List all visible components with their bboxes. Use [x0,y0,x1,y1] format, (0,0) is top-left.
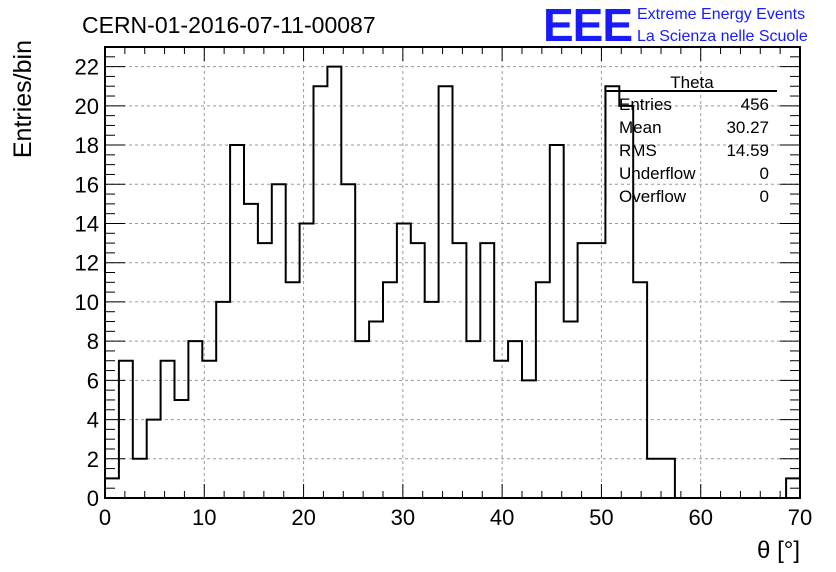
chart-title: CERN-01-2016-07-11-00087 [82,12,376,38]
logo-text-line-1: Extreme Energy Events [637,6,806,23]
x-tick-label: 50 [589,505,613,530]
y-tick-label: 10 [75,290,99,315]
y-tick-label: 0 [87,486,99,511]
y-tick-label: 16 [75,172,99,197]
y-tick-label: 22 [75,55,99,80]
tick-labels: 0 10 20 30 40 50 60 70 0 2 4 6 8 10 12 14 16 18 20 22 [75,55,813,530]
y-tick-label: 20 [75,94,99,119]
x-tick-label: 20 [291,505,315,530]
logo-text-line-2: La Scienza nelle Scuole [637,28,808,45]
stats-underflow-value: 0 [760,164,769,183]
grid-lines [105,47,800,498]
y-axis-label: Entries/bin [9,40,37,158]
stats-mean-value: 30.27 [726,118,769,137]
y-tick-label: 2 [87,447,99,472]
x-tick-label: 70 [788,505,812,530]
x-axis-label: θ [°] [757,537,800,564]
stats-rms-value: 14.59 [726,141,769,160]
axis-ticks [104,46,801,499]
eee-logo: EEE Extreme Energy Events La Scienza nel… [543,0,833,50]
stats-box: Theta Entries 456 Mean 30.27 RMS 14.59 U… [605,73,777,206]
y-tick-label: 4 [87,408,99,433]
stats-mean-label: Mean [619,118,662,137]
histogram-outline [104,65,801,499]
y-tick-label: 8 [87,329,99,354]
stats-title: Theta [670,73,714,92]
y-tick-label: 12 [75,251,99,276]
eee-logo-mark: EEE [543,0,633,51]
x-tick-label: 30 [391,505,415,530]
x-tick-label: 0 [99,505,111,530]
stats-underflow-label: Underflow [619,164,696,183]
y-tick-label: 14 [75,211,99,236]
y-tick-label: 18 [75,133,99,158]
stats-overflow-value: 0 [760,187,769,206]
x-tick-label: 40 [490,505,514,530]
stats-entries-value: 456 [741,95,769,114]
x-tick-label: 60 [688,505,712,530]
stats-entries-label: Entries [619,95,672,114]
y-tick-label: 6 [87,368,99,393]
stats-rms-label: RMS [619,141,657,160]
x-tick-label: 10 [192,505,216,530]
stats-overflow-label: Overflow [619,187,687,206]
